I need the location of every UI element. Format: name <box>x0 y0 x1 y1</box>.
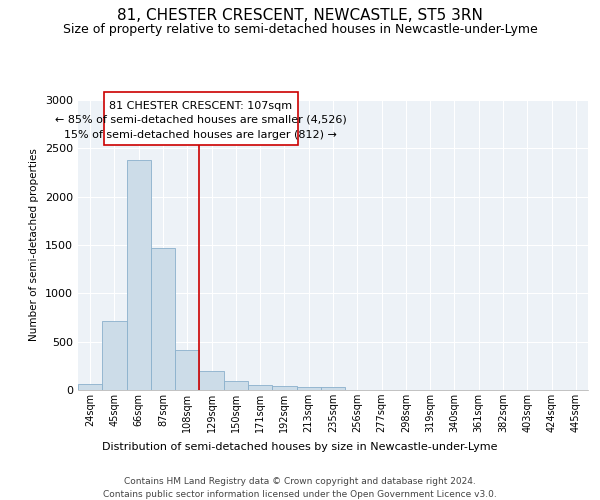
Bar <box>175 350 199 390</box>
Bar <box>127 160 151 390</box>
Text: Distribution of semi-detached houses by size in Newcastle-under-Lyme: Distribution of semi-detached houses by … <box>102 442 498 452</box>
Text: Contains public sector information licensed under the Open Government Licence v3: Contains public sector information licen… <box>103 490 497 499</box>
Bar <box>78 384 102 390</box>
Bar <box>321 387 345 390</box>
Text: Size of property relative to semi-detached houses in Newcastle-under-Lyme: Size of property relative to semi-detach… <box>62 22 538 36</box>
Y-axis label: Number of semi-detached properties: Number of semi-detached properties <box>29 148 40 342</box>
Text: ← 85% of semi-detached houses are smaller (4,526): ← 85% of semi-detached houses are smalle… <box>55 115 347 125</box>
Bar <box>296 387 321 390</box>
Bar <box>248 384 272 390</box>
Bar <box>102 322 127 390</box>
Text: 81 CHESTER CRESCENT: 107sqm: 81 CHESTER CRESCENT: 107sqm <box>109 100 292 110</box>
Text: 15% of semi-detached houses are larger (812) →: 15% of semi-detached houses are larger (… <box>64 130 337 140</box>
Text: Contains HM Land Registry data © Crown copyright and database right 2024.: Contains HM Land Registry data © Crown c… <box>124 478 476 486</box>
Bar <box>199 370 224 390</box>
FancyBboxPatch shape <box>104 92 298 146</box>
Bar <box>224 382 248 390</box>
Bar <box>151 248 175 390</box>
Bar <box>272 386 296 390</box>
Text: 81, CHESTER CRESCENT, NEWCASTLE, ST5 3RN: 81, CHESTER CRESCENT, NEWCASTLE, ST5 3RN <box>117 8 483 22</box>
